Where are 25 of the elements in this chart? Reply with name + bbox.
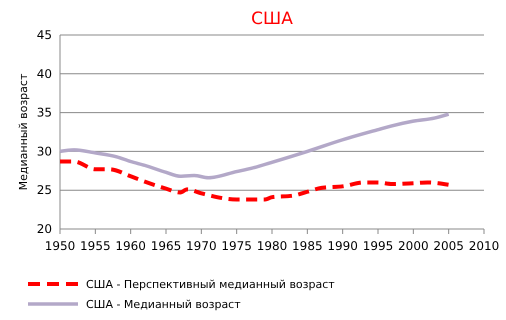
chart-title: США [251,9,294,29]
x-tick-label: 1980 [256,239,288,253]
y-tick-label: 40 [36,66,52,81]
x-tick-label: 1970 [186,239,217,253]
x-tick-label: 2000 [398,239,429,253]
y-tick-label: 20 [36,222,52,236]
x-tick-label: 1960 [115,239,146,253]
y-tick-label: 45 [36,28,52,42]
y-tick-label: 25 [36,183,52,198]
x-tick-label: 1975 [221,239,252,253]
x-tick-label: 1985 [292,239,323,253]
x-tick-label: 2005 [433,239,464,253]
line-series [58,112,450,180]
x-tick-label: 1950 [44,239,76,253]
y-axis-title: Медианный возраст [17,73,30,190]
legend-label: США - Перспективный медианный возраст [86,278,336,291]
x-tick-label: 2010 [468,239,500,253]
x-tick-label: 1995 [362,239,394,253]
y-tick-label: 30 [36,144,52,158]
legend-label: США - Медианный возраст [86,298,242,311]
x-tick-label: 1990 [327,239,358,253]
x-tick-label: 1965 [150,239,182,253]
x-tick-label: 1955 [80,239,111,253]
y-tick-label: 35 [36,106,52,120]
line-series [58,159,451,202]
